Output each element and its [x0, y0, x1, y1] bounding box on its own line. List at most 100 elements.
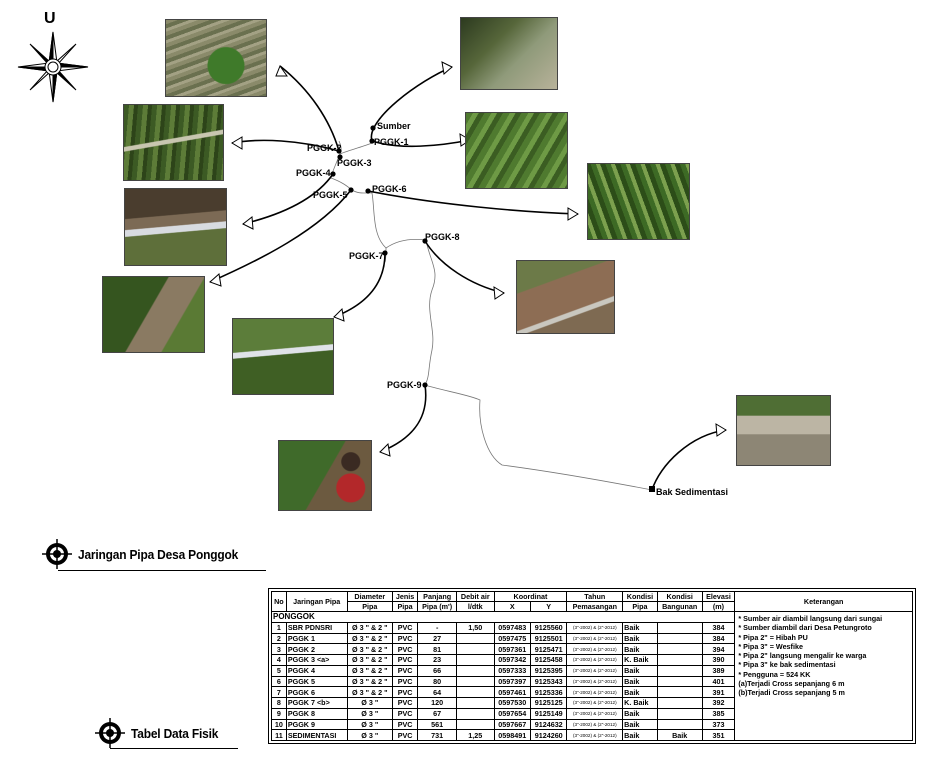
cell-tahun: (3"-2002) & (2"-2012) — [566, 632, 624, 645]
cell-jenis: PVC — [391, 707, 419, 720]
cell-elevasi: 401 — [701, 675, 736, 688]
cell-jaringan: PGGK 7 <b> — [285, 697, 348, 709]
cell-panjang: 66 — [417, 664, 458, 677]
note-line: * Pipa 2" = Hibah PU — [738, 632, 808, 642]
map-title: Jaringan Pipa Desa Ponggok — [78, 546, 239, 562]
cell-diameter: Ø 3 " & 2 " — [346, 675, 394, 688]
note-line: * Pengguna = 524 KK — [738, 669, 811, 679]
photo-pggk-6 — [587, 163, 690, 240]
label-bak-sedimentasi: Bak Sedimentasi — [656, 487, 728, 497]
cell-debit: 1,25 — [456, 729, 495, 741]
label-pggk-2: PGGK-2 — [307, 143, 342, 153]
cell-x: 0597397 — [493, 675, 531, 688]
cell-diameter: Ø 3 " — [346, 729, 394, 741]
label-pggk-4: PGGK-4 — [296, 168, 331, 178]
cell-tahun: (3"-2002) & (2"-2012) — [566, 686, 624, 698]
cell-y: 9125336 — [529, 686, 568, 698]
header-koordinat: Koordinat — [493, 591, 568, 602]
north-label: U — [44, 10, 56, 27]
cell-x: 0597361 — [493, 643, 531, 655]
north-arrow-icon — [17, 31, 89, 103]
label-pggk-1: PGGK-1 — [374, 137, 409, 147]
cell-x: 0598491 — [493, 729, 531, 741]
cell-panjang: 23 — [417, 654, 458, 666]
cell-elevasi: 384 — [701, 621, 736, 634]
cell-diameter: Ø 3 " & 2 " — [346, 654, 394, 666]
cell-debit — [456, 707, 495, 720]
photo-pggk-8 — [516, 260, 615, 334]
cell-y: 9125125 — [529, 697, 568, 709]
photo-pggk-5 — [102, 276, 205, 353]
header-keterangan: Keterangan — [734, 591, 913, 612]
cell-panjang: 64 — [417, 686, 458, 698]
cell-jaringan: PGGK 9 — [285, 718, 348, 731]
cell-panjang: 731 — [417, 729, 458, 741]
cell-debit: 1,50 — [456, 621, 495, 634]
cell-no: 8 — [271, 697, 287, 709]
cell-x: 0597530 — [493, 697, 531, 709]
header-jenis-sub: Pipa — [391, 601, 419, 612]
label-pggk-8: PGGK-8 — [425, 232, 460, 242]
cell-debit — [456, 675, 495, 688]
header-elevasi: Elevasi — [701, 591, 736, 602]
cell-tahun: (3"-2002) & (2"-2012) — [566, 675, 624, 688]
label-pggk-7: PGGK-7 — [349, 251, 384, 261]
cell-debit — [456, 654, 495, 666]
label-pggk-5: PGGK-5 — [313, 190, 348, 200]
header-kondisi-bangunan-sub: Bangunan — [656, 601, 703, 612]
cell-elevasi: 391 — [701, 686, 736, 698]
cell-x: 0597483 — [493, 621, 531, 634]
cell-jaringan: SEDIMENTASI — [285, 729, 348, 741]
cell-diameter: Ø 3 " & 2 " — [346, 686, 394, 698]
table-title: Tabel Data Fisik — [131, 725, 219, 741]
cell-jaringan: PGGK 6 — [285, 686, 348, 698]
cell-no: 1 — [271, 621, 287, 634]
cell-debit — [456, 686, 495, 698]
arrow-heads — [209, 61, 727, 457]
label-pggk-6: PGGK-6 — [372, 184, 407, 194]
cell-no: 2 — [271, 632, 287, 645]
map-title-heading: Jaringan Pipa Desa Ponggok — [42, 539, 252, 569]
cell-tahun: (3"-2002) & (2"-2012) — [566, 621, 624, 634]
cell-kondisi-bangunan — [656, 664, 703, 677]
notes-cell: * Sumber air diambil langsung dari sunga… — [734, 611, 913, 741]
table-row: 11 SEDIMENTASI Ø 3 " PVC 731 1,25 0598491 91242… — [271, 729, 913, 741]
cell-panjang: 81 — [417, 643, 458, 655]
cell-y: 9124632 — [529, 718, 568, 731]
header-debit-sub: l/dtk — [456, 601, 495, 612]
cell-panjang: 80 — [417, 675, 458, 688]
header-y: Y — [529, 601, 568, 612]
cell-jenis: PVC — [391, 632, 419, 645]
cell-kondisi-bangunan — [656, 697, 703, 709]
cell-jenis: PVC — [391, 729, 419, 741]
cell-tahun: (3"-2002) & (2"-2012) — [566, 718, 624, 731]
header-panjang: Panjang — [417, 591, 458, 602]
cell-kondisi-pipa: Baik — [622, 643, 658, 655]
label-pggk-9: PGGK-9 — [387, 380, 422, 390]
cell-elevasi: 392 — [701, 697, 736, 709]
cell-jenis: PVC — [391, 643, 419, 655]
cell-no: 3 — [271, 643, 287, 655]
cell-panjang: 120 — [417, 697, 458, 709]
cell-debit — [456, 643, 495, 655]
cell-diameter: Ø 3 " — [346, 697, 394, 709]
cell-debit — [456, 632, 495, 645]
cell-kondisi-bangunan — [656, 675, 703, 688]
cell-diameter: Ø 3 " & 2 " — [346, 632, 394, 645]
cell-jenis: PVC — [391, 675, 419, 688]
cell-kondisi-pipa: K. Baik — [622, 654, 658, 666]
note-line: (a)Terjadi Cross sepanjang 6 m — [738, 679, 845, 689]
cell-kondisi-bangunan — [656, 621, 703, 634]
cell-no: 7 — [271, 686, 287, 698]
header-jenis: Jenis — [391, 591, 419, 602]
cell-y: 9125458 — [529, 654, 568, 666]
cell-kondisi-bangunan — [656, 632, 703, 645]
cell-jenis: PVC — [391, 697, 419, 709]
cell-y: 9124260 — [529, 729, 568, 741]
cell-kondisi-pipa: Baik — [622, 632, 658, 645]
map-title-rule — [58, 570, 266, 571]
label-pggk-3: PGGK-3 — [337, 158, 372, 168]
photo-pggk-4 — [124, 188, 227, 266]
note-line: (b)Terjadi Cross sepanjang 5 m — [738, 688, 845, 698]
